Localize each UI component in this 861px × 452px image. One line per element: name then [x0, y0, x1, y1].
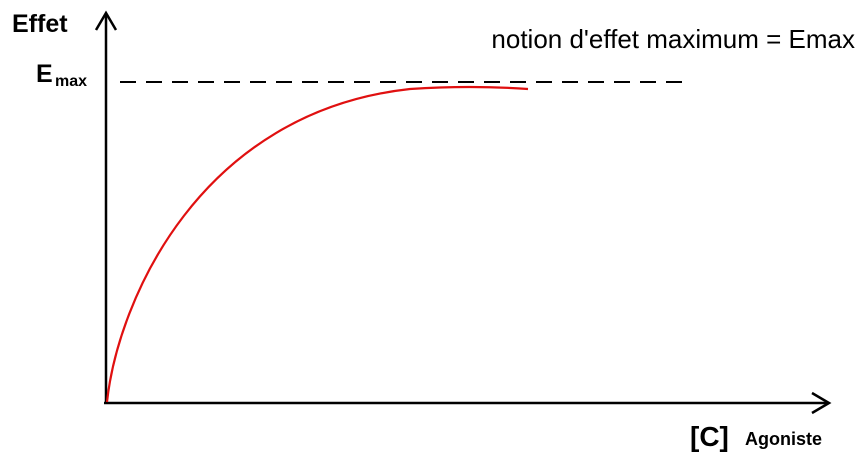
annotation: notion d'effet maximum = Emax [491, 24, 855, 54]
x-axis-sublabel: Agoniste [745, 429, 822, 449]
emax-label: E [36, 60, 53, 88]
x-axis-arrow [811, 391, 832, 415]
emax-subscript: max [55, 73, 87, 90]
response-curve [105, 85, 529, 403]
x-axis-label: [C] [690, 421, 729, 452]
y-axis-label: Effet [12, 10, 68, 38]
y-axis-arrow [94, 10, 118, 31]
